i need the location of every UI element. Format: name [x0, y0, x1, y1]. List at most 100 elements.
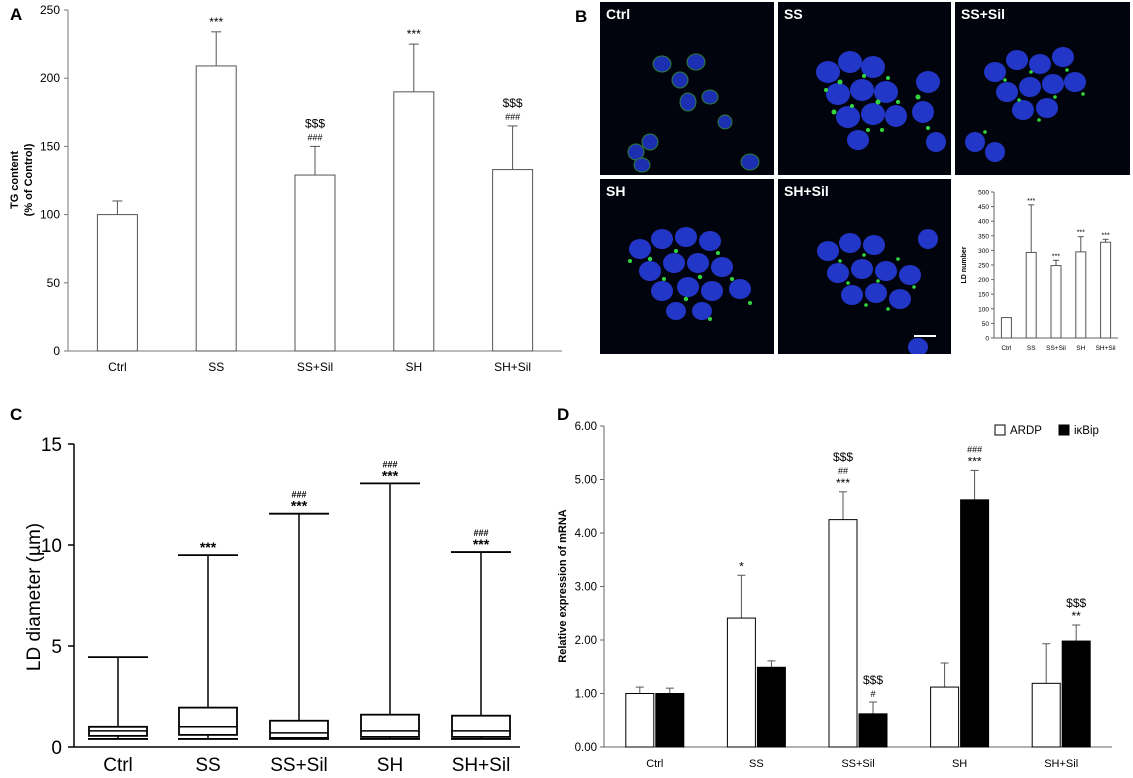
significance-label: ### — [291, 490, 306, 500]
y-tick-label: 150 — [40, 139, 60, 153]
significance-label: $$$ — [503, 96, 523, 110]
x-tick-label: SS+Sil — [1046, 345, 1066, 352]
bar — [1075, 251, 1087, 339]
legend-swatch — [1058, 424, 1070, 436]
x-tick-label: SS+Sil — [297, 360, 333, 374]
bar — [1031, 682, 1061, 748]
y-tick-label: 50 — [47, 276, 61, 290]
y-axis-label: Relative expression of mRNA — [557, 509, 569, 662]
panel-letter-a: A — [10, 5, 22, 24]
y-axis-label: LD number — [961, 246, 968, 283]
y-tick-label: 10 — [41, 536, 62, 557]
significance-label: $$$ — [863, 673, 883, 687]
significance-label: $$$ — [305, 116, 325, 130]
chart-c-ld-diameter: 0 5 10 15 LD diameter (µm) Ctrl SS *** SS+Sil ***… — [24, 435, 520, 776]
chart-a-tg-content: 0 50 100 150 200 250 TG content (% of Control) C… — [9, 3, 562, 374]
micrograph-label: Ctrl — [606, 6, 631, 22]
y-tick-label: 5.00 — [575, 475, 597, 487]
micrograph-ctrl: Ctrl — [600, 2, 774, 175]
box — [360, 713, 420, 738]
panel-letter-d: D — [557, 405, 569, 424]
box — [178, 706, 238, 736]
y-tick-label: 3.00 — [575, 582, 597, 594]
bar — [930, 686, 960, 748]
x-tick-label: Ctrl — [103, 755, 133, 776]
x-tick-label: SS — [749, 758, 764, 770]
y-tick-label: 2.00 — [575, 635, 597, 647]
x-tick-label: Ctrl — [108, 360, 127, 374]
significance-label: *** — [1027, 198, 1035, 205]
micrograph-sh-sil: SH+Sil — [778, 179, 951, 354]
y-tick-label: 6.00 — [575, 421, 597, 433]
significance-label: ### — [307, 132, 322, 142]
micrograph-label: SS+Sil — [961, 6, 1005, 22]
legend-label: ARDP — [1010, 425, 1042, 437]
cells-image — [965, 47, 1086, 162]
bar — [1000, 317, 1012, 339]
significance-label: *** — [209, 15, 223, 29]
y-tick-label: 200 — [978, 277, 989, 284]
bar — [726, 617, 756, 748]
bar — [492, 169, 534, 352]
x-tick-label: SH — [1076, 345, 1085, 352]
significance-label: $$$ — [833, 450, 853, 464]
x-tick-label: SH+Sil — [452, 755, 511, 776]
y-tick-label: 450 — [978, 204, 989, 211]
bar — [294, 174, 336, 352]
x-tick-label: SH+Sil — [494, 360, 531, 374]
panel-letter-b: B — [575, 7, 587, 26]
y-axis-label: TG content (% of Control) — [9, 143, 35, 216]
cells-image — [817, 229, 938, 354]
bar — [655, 693, 685, 748]
significance-label: *** — [1077, 230, 1085, 237]
y-tick-label: 0 — [51, 738, 62, 759]
x-tick-label: SH — [377, 755, 403, 776]
significance-label: *** — [1102, 232, 1110, 239]
scale-bar — [914, 335, 936, 337]
significance-label: ### — [473, 528, 488, 538]
bar — [96, 214, 138, 352]
bar — [858, 713, 888, 748]
significance-label: *** — [836, 476, 850, 490]
y-tick-label: 300 — [978, 248, 989, 255]
bar — [1061, 640, 1091, 748]
micrograph-label: SH — [606, 183, 626, 199]
y-tick-label: 50 — [982, 321, 990, 328]
y-tick-label: 250 — [978, 263, 989, 270]
significance-label: *** — [407, 27, 421, 41]
bar — [625, 693, 655, 748]
significance-label: *** — [382, 467, 399, 483]
y-tick-label: 250 — [40, 3, 60, 17]
significance-label: * — [739, 559, 744, 573]
significance-label: *** — [291, 498, 308, 514]
chart-b-ld-number-inset: 0 50 100 150 200 250 300 350 400 450 500 LD number C… — [955, 179, 1130, 354]
y-tick-label: 150 — [978, 292, 989, 299]
legend-label: iκBip — [1074, 425, 1099, 437]
cells-image — [627, 53, 760, 173]
chart-d-mrna-expression: 0.00 1.00 2.00 3.00 4.00 5.00 6.00 Relative exp… — [557, 421, 1112, 770]
y-tick-label: 0 — [53, 344, 60, 358]
x-tick-label: Ctrl — [646, 758, 663, 770]
micrograph-sh: SH — [600, 179, 774, 354]
y-tick-label: 500 — [978, 190, 989, 197]
y-tick-label: 350 — [978, 233, 989, 240]
x-tick-label: SH — [952, 758, 967, 770]
bar — [828, 519, 858, 748]
significance-label: ** — [1072, 609, 1082, 623]
legend-swatch — [994, 424, 1006, 436]
bar — [756, 666, 786, 748]
x-tick-label: SS+Sil — [270, 755, 328, 776]
bar — [960, 499, 990, 748]
significance-label: $$$ — [1066, 596, 1086, 610]
x-tick-label: SS — [195, 755, 220, 776]
x-tick-label: SS — [208, 360, 224, 374]
y-axis-label: LD diameter (µm) — [24, 523, 45, 671]
y-tick-label: 0.00 — [575, 742, 597, 754]
y-tick-label: 100 — [978, 306, 989, 313]
significance-label: *** — [968, 454, 982, 468]
bar — [1025, 251, 1037, 339]
bar — [393, 91, 435, 352]
bar — [195, 65, 237, 352]
significance-label: *** — [200, 539, 217, 555]
